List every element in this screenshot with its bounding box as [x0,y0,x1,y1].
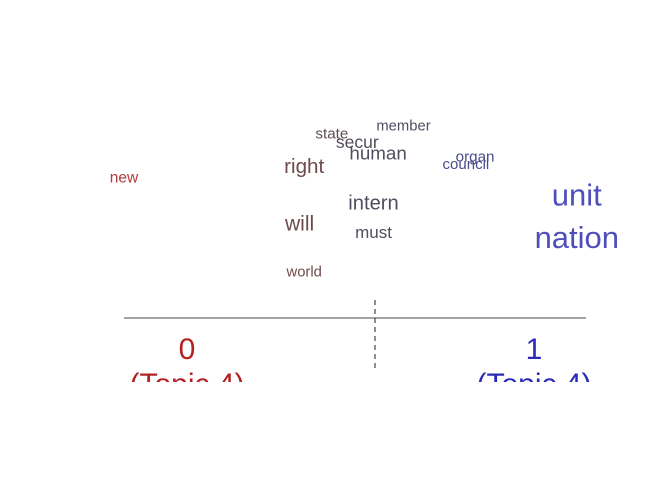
word-label-must: must [355,223,392,242]
word-label-council: council [443,156,490,173]
word-label-right: right [284,155,324,178]
right-axis-value: 1 [526,333,543,366]
left-axis-value: 0 [179,333,196,366]
word-label-organ: organ [456,148,495,165]
left-axis-label: (Topic 4) [129,368,244,401]
topic-axis [124,300,586,370]
word-label-secur: secur [336,132,379,152]
word-label-will: will [284,213,314,236]
word-label-intern: intern [348,192,399,214]
axis-labels: 0 (Topic 4) 1 (Topic 4) [129,333,591,401]
word-label-member: member [376,119,430,135]
word-label-human: human [349,143,406,164]
word-label-world: world [286,265,322,281]
word-label-nation: nation [535,220,619,255]
right-axis-label: (Topic 4) [476,368,591,401]
word-label-new: new [110,170,139,187]
word-label-unit: unit [552,178,602,213]
word-label-state: state [315,125,348,142]
